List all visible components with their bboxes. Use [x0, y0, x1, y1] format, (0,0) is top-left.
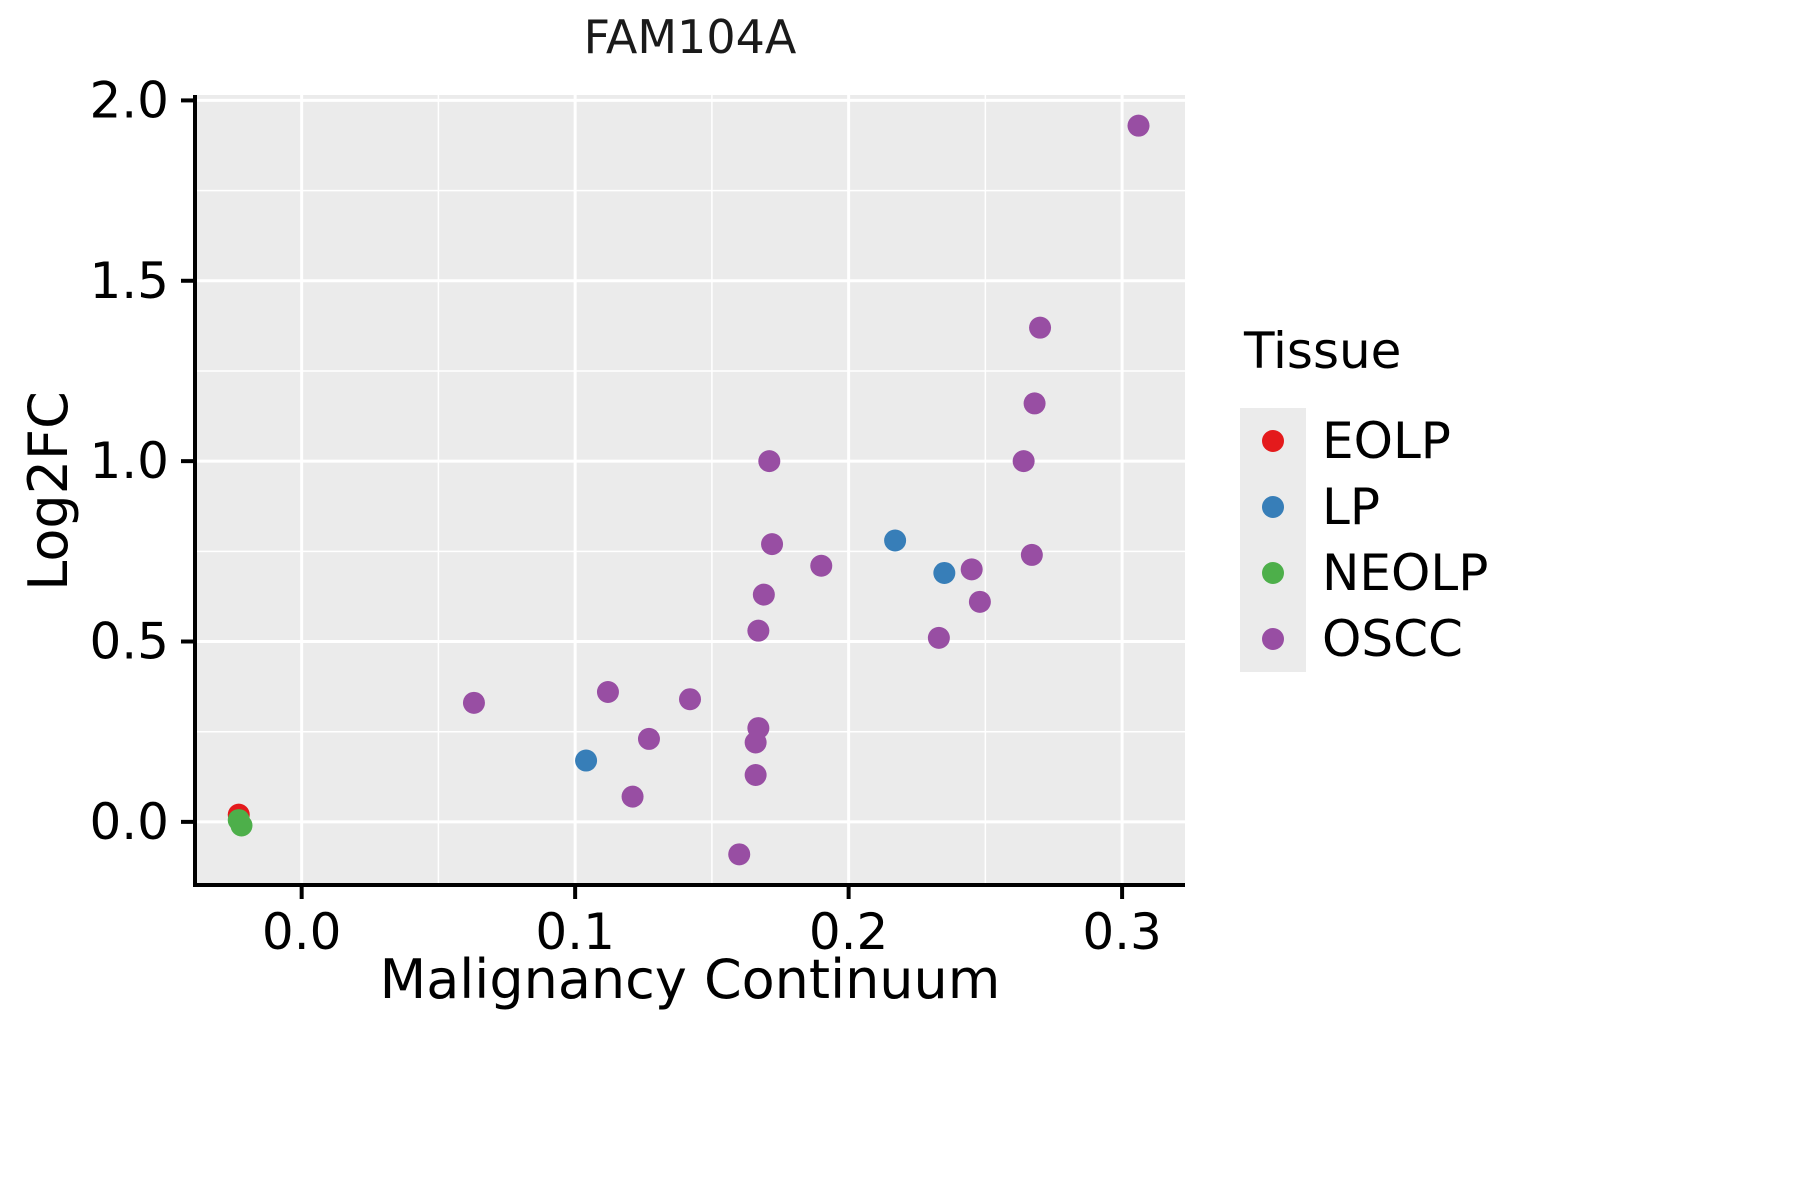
legend-key — [1240, 408, 1306, 474]
legend-dot-eolp-icon — [1262, 430, 1284, 452]
x-axis-label: Malignancy Continuum — [379, 948, 1001, 1011]
svg-text:0.3: 0.3 — [1082, 903, 1162, 961]
svg-text:0.0: 0.0 — [262, 903, 342, 961]
legend-item-oscc: OSCC — [1240, 606, 1488, 672]
svg-text:0.1: 0.1 — [535, 903, 615, 961]
svg-text:0.2: 0.2 — [809, 903, 889, 961]
legend-item-lp: LP — [1240, 474, 1488, 540]
legend-items: EOLP LP NEOLP OSCC — [1240, 408, 1488, 672]
legend-item-eolp: EOLP — [1240, 408, 1488, 474]
legend-label: OSCC — [1322, 610, 1463, 668]
legend-dot-neolp-icon — [1262, 562, 1284, 584]
legend-key — [1240, 540, 1306, 606]
svg-text:2.0: 2.0 — [89, 71, 169, 129]
chart-title: FAM104A — [583, 10, 797, 64]
svg-text:0.0: 0.0 — [89, 793, 169, 851]
legend: Tissue EOLP LP NEOLP — [1240, 322, 1488, 672]
legend-key — [1240, 606, 1306, 672]
legend-item-neolp: NEOLP — [1240, 540, 1488, 606]
legend-title: Tissue — [1244, 322, 1402, 380]
legend-key — [1240, 474, 1306, 540]
svg-text:1.5: 1.5 — [89, 252, 169, 310]
y-axis-label: Log2FC — [17, 391, 80, 591]
legend-label: LP — [1322, 478, 1381, 536]
legend-dot-oscc-icon — [1262, 628, 1284, 650]
legend-dot-lp-icon — [1262, 496, 1284, 518]
svg-text:0.5: 0.5 — [89, 613, 169, 671]
svg-text:1.0: 1.0 — [89, 432, 169, 490]
legend-label: NEOLP — [1322, 544, 1489, 602]
legend-label: EOLP — [1322, 412, 1451, 470]
